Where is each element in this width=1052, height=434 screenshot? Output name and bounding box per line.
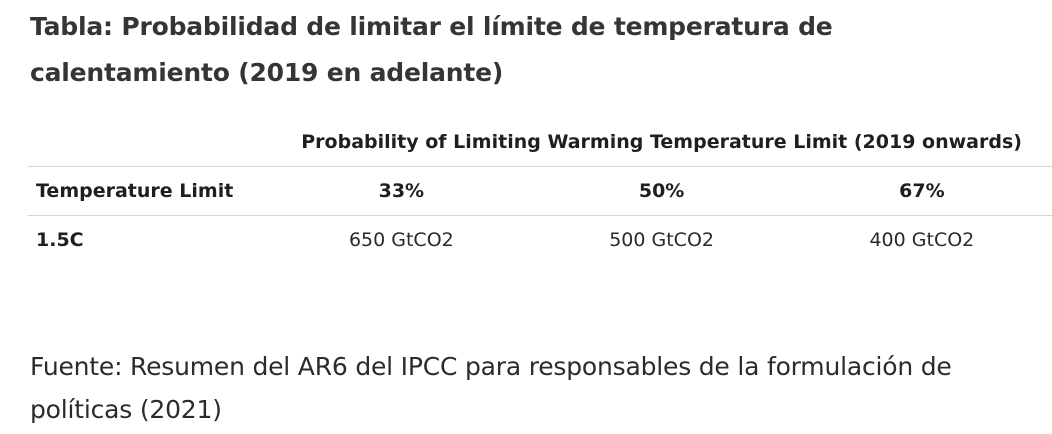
column-header-row: Temperature Limit 33% 50% 67% xyxy=(28,166,1052,216)
table-cell: 400 GtCO2 xyxy=(869,229,975,251)
column-header-67: 67% xyxy=(791,166,1052,216)
column-header-50: 50% xyxy=(531,166,792,216)
table-cell: 500 GtCO2 xyxy=(609,229,714,251)
table-cell: 650 GtCO2 xyxy=(348,229,454,251)
group-header-row: Probability of Limiting Warming Temperat… xyxy=(28,118,1052,167)
row-label: 1.5C xyxy=(36,229,84,251)
table-title: Tabla: Probabilidad de limitar el límite… xyxy=(30,12,833,87)
table-row: 1.5C 650 GtCO2 500 GtCO2 400 GtCO2 xyxy=(28,216,1052,265)
column-header-33: 33% xyxy=(271,166,532,216)
carbon-budget-table: Probability of Limiting Warming Temperat… xyxy=(28,118,1052,264)
column-header-temperature-limit: Temperature Limit xyxy=(28,166,272,216)
empty-header-cell xyxy=(28,118,272,167)
source-caption: Fuente: Resumen del AR6 del IPCC para re… xyxy=(30,352,952,424)
group-header: Probability of Limiting Warming Temperat… xyxy=(271,118,1052,167)
